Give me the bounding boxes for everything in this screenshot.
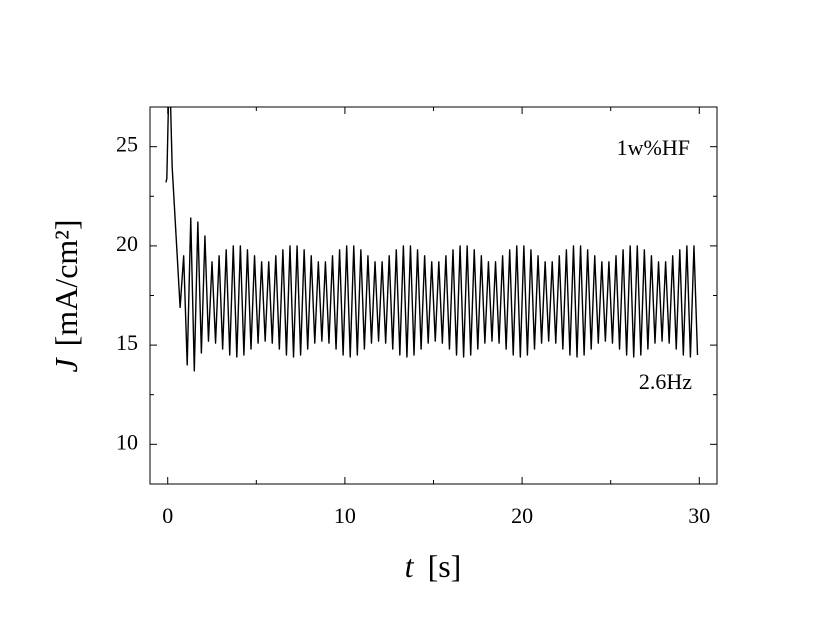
data-line [165,107,699,372]
x-axis-symbol: t [405,548,415,584]
x-tick-label: 30 [688,503,710,528]
annotation: 1w%HF [617,135,690,160]
x-axis-label: t [s] [405,548,462,584]
y-tick-label: 25 [116,132,138,157]
x-axis-unit: [s] [428,548,462,584]
y-axis-symbol: J [48,357,84,373]
y-axis-unit: [mA/cm²] [48,219,84,346]
x-tick-label: 20 [511,503,533,528]
y-tick-label: 10 [116,429,138,454]
x-tick-label: 10 [334,503,356,528]
y-tick-label: 15 [116,330,138,355]
y-tick-label: 20 [116,231,138,256]
y-axis-label: J [mA/cm²] [48,219,84,372]
annotation: 2.6Hz [639,369,692,394]
x-tick-label: 0 [162,503,173,528]
